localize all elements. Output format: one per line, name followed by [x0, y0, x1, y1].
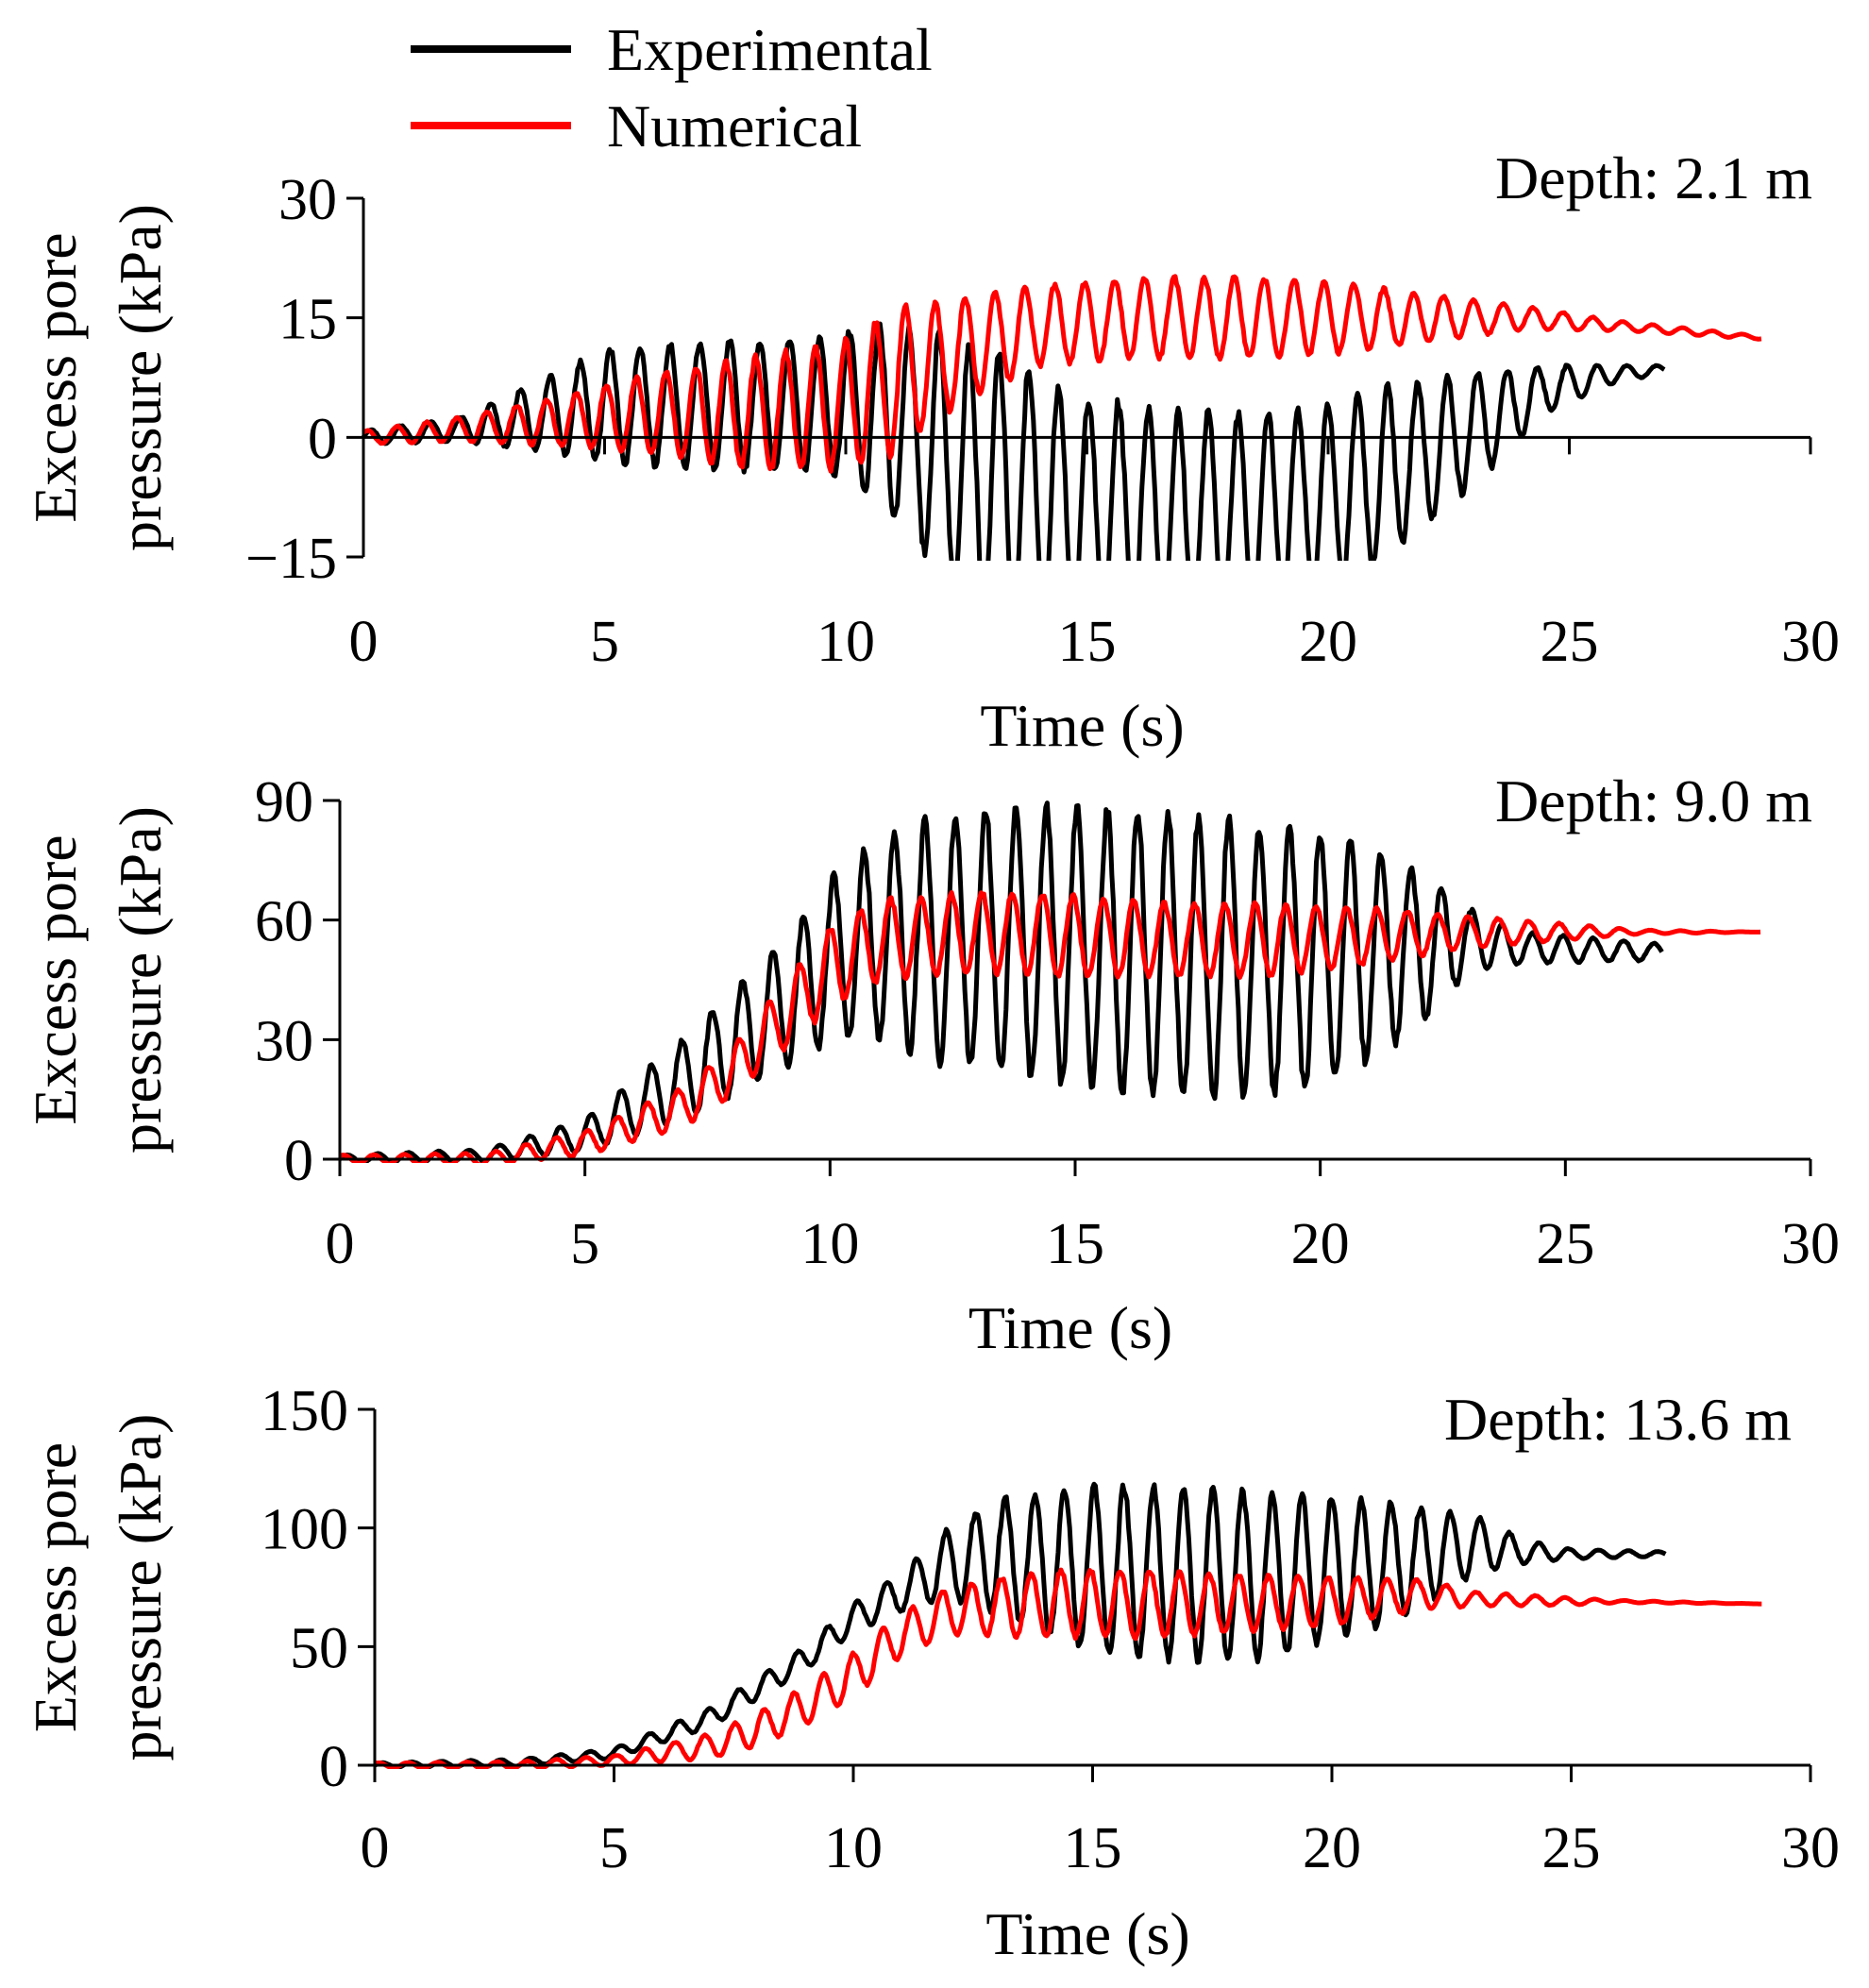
y-tick-label: 50: [290, 1616, 348, 1680]
x-tick-label: 10: [817, 610, 875, 674]
legend: Experimental Numerical: [411, 16, 933, 160]
series-line-experimental: [362, 321, 1666, 561]
x-tick-label: 30: [1781, 1212, 1840, 1276]
x-tick-label: 0: [361, 1816, 390, 1880]
series-group: [373, 1481, 1763, 1769]
x-tick-label: 25: [1536, 1212, 1594, 1276]
depth-label: Depth: 2.1 m: [1495, 144, 1812, 211]
x-tick-label: 5: [599, 1816, 629, 1880]
x-tick-label: 30: [1781, 1816, 1840, 1880]
x-axis-title: Time (s): [980, 692, 1184, 759]
depth-label: Depth: 9.0 m: [1495, 767, 1812, 834]
chart-panel-2: 0 30 60 90 0 5 10 15 20 25 30 Time (s) Excess pore pr…: [22, 767, 1840, 1361]
y-axis-title-line-2: pressure (kPa): [107, 204, 174, 551]
x-tick-label: 5: [590, 610, 619, 674]
x-tick-label: 15: [1058, 610, 1117, 674]
y-tick-label: −15: [245, 527, 337, 591]
x-axis-title: Time (s): [968, 1294, 1172, 1361]
legend-label-experimental: Experimental: [607, 16, 933, 83]
depth-label: Depth: 13.6 m: [1444, 1386, 1792, 1453]
series-line-numerical: [374, 1567, 1763, 1769]
y-tick-label: 90: [255, 770, 313, 834]
y-axis-title-line-1: Excess pore: [22, 232, 89, 522]
x-tick-label: 20: [1303, 1816, 1361, 1880]
series-group: [338, 800, 1761, 1163]
y-tick-label: 0: [319, 1735, 348, 1799]
y-tick-label: 0: [308, 407, 337, 471]
legend-label-numerical: Numerical: [607, 93, 862, 160]
series-line-numerical: [338, 890, 1761, 1163]
y-axis-title-line-2: pressure (kPa): [107, 806, 174, 1154]
x-tick-label: 15: [1046, 1212, 1104, 1276]
chart-panel-3: 0 50 100 150 0 5 10 15 20 25 30 Time (s) Excess pore…: [22, 1379, 1840, 1967]
x-tick-label: 15: [1064, 1816, 1122, 1880]
x-tick-label: 0: [349, 610, 379, 674]
x-tick-label: 20: [1299, 610, 1357, 674]
y-tick-label: 0: [284, 1129, 313, 1193]
y-tick-label: 60: [255, 890, 313, 954]
x-tick-label: 5: [570, 1212, 599, 1276]
x-tick-label: 25: [1542, 1816, 1601, 1880]
y-axis-title-line-1: Excess pore: [22, 834, 89, 1124]
y-axis-title-line-2: pressure (kPa): [107, 1414, 174, 1761]
series-group: [362, 274, 1762, 561]
y-tick-label: 15: [278, 288, 337, 352]
x-tick-label: 10: [800, 1212, 859, 1276]
x-tick-label: 10: [824, 1816, 883, 1880]
x-axis-title: Time (s): [985, 1900, 1189, 1967]
y-tick-label: 30: [278, 168, 337, 232]
y-tick-label: 100: [261, 1498, 348, 1562]
series-line-numerical: [362, 274, 1762, 474]
y-tick-label: 30: [255, 1009, 313, 1073]
series-line-experimental: [338, 800, 1664, 1163]
x-tick-label: 0: [326, 1212, 355, 1276]
x-tick-label: 20: [1291, 1212, 1350, 1276]
x-tick-label: 30: [1781, 610, 1840, 674]
y-tick-label: 150: [261, 1379, 348, 1443]
x-tick-label: 25: [1541, 610, 1599, 674]
y-axis-title-line-1: Excess pore: [22, 1442, 89, 1732]
